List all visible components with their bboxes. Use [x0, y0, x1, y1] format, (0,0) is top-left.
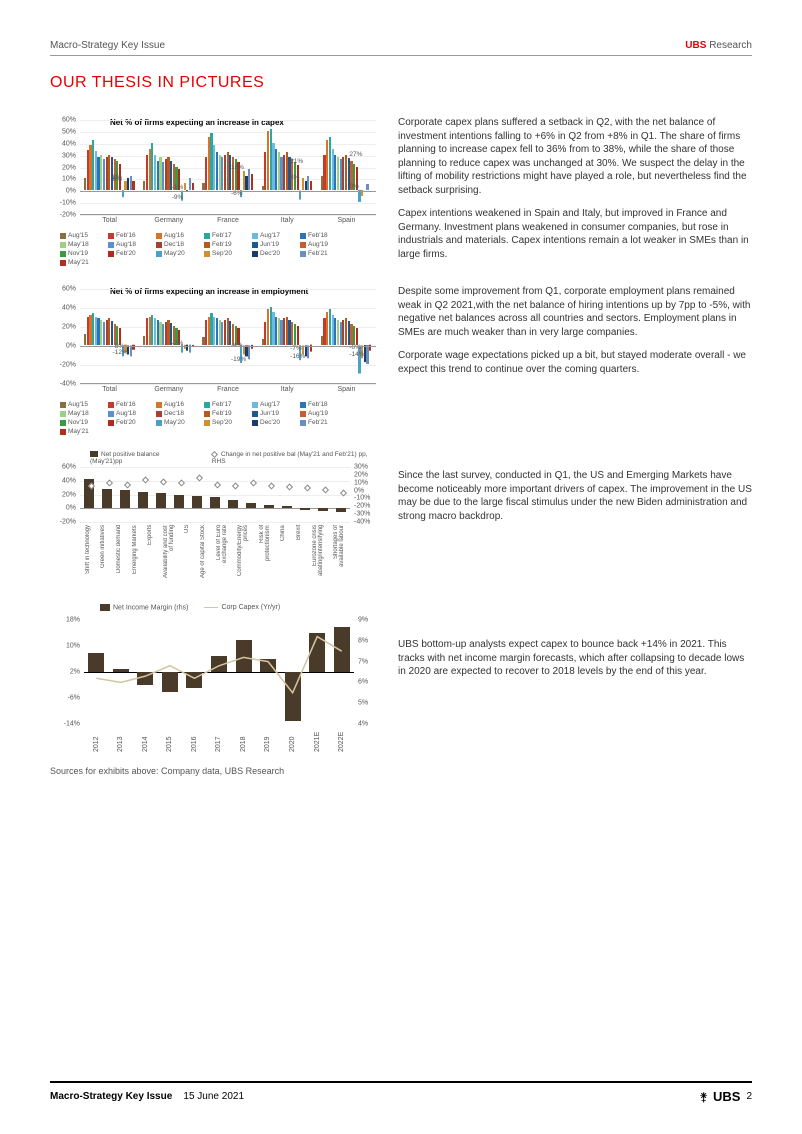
chart1-yaxis: -20%-10%0%10%20%30%40%50%60% [50, 120, 78, 215]
chart3-legend-bar: Net positive balance (May'21)pp [90, 451, 160, 465]
text-block-4: UBS bottom-up analysts expect capex to b… [398, 598, 752, 752]
chart-employment: Net % of firms expecting an increase in … [50, 285, 380, 435]
text1-p1: Corporate capex plans suffered a setback… [398, 116, 752, 197]
row-2: Net % of firms expecting an increase in … [50, 285, 752, 435]
text2-p2: Corporate wage expectations picked up a … [398, 349, 752, 376]
chart1-plot: TotalGermanyFranceItalySpain8%6%-1%-9%16… [80, 120, 376, 215]
text4-p1: UBS bottom-up analysts expect capex to b… [398, 638, 752, 679]
footer-date: 15 June 2021 [183, 1091, 244, 1102]
text1-p2: Capex intentions weakened in Spain and I… [398, 207, 752, 261]
chart-capex: Net % of firms expecting an increase in … [50, 116, 380, 266]
row-4: Net Income Margin (rhs) Corp Capex (Yr/y… [50, 598, 752, 752]
chart4-xlabels: 2012201320142015201620172018201920202021… [84, 728, 354, 752]
chart3-bar-swatch [90, 451, 98, 457]
chart2-yaxis: -40%-20%0%20%40%60% [50, 289, 78, 384]
chart4-bar-swatch [100, 604, 110, 611]
header-right: UBS Research [685, 40, 752, 51]
row-3: Net positive balance (May'21)pp Change i… [50, 449, 752, 584]
chart4-legend-line: Corp Capex (Yr/yr) [221, 604, 280, 611]
chart4-legend-bar: Net Income Margin (rhs) [113, 604, 188, 611]
header-brand: UBS [685, 40, 706, 51]
page-header: Macro-Strategy Key Issue UBS Research [50, 40, 752, 56]
chart-annual: Net Income Margin (rhs) Corp Capex (Yr/y… [50, 602, 380, 752]
chart4-line-swatch [204, 607, 218, 608]
chart3-plot [80, 467, 350, 522]
text3-p1: Since the last survey, conducted in Q1, … [398, 469, 752, 523]
footer-right: ⚵ UBS 2 [699, 1089, 752, 1104]
text-block-1: Corporate capex plans suffered a setback… [398, 116, 752, 271]
page-title: OUR THESIS IN PICTURES [50, 74, 752, 92]
footer-brand: UBS [713, 1089, 740, 1104]
chart4-yaxis-right: 9%8%7%6%5%4% [356, 620, 380, 724]
footer-left: Macro-Strategy Key Issue 15 June 2021 [50, 1091, 244, 1102]
chart3-yaxis-right: 30%20%10%0%-10%-20%-30%-40% [352, 467, 380, 522]
text2-p1: Despite some improvement from Q1, corpor… [398, 285, 752, 339]
sources-text: Sources for exhibits above: Company data… [50, 766, 752, 776]
chart3-legend-diamond: Change in net positive bal (May'21 and F… [212, 451, 368, 465]
chart4-yaxis-left: 18%10%2%-6%-14% [50, 620, 82, 724]
chart2-plot: TotalGermanyFranceItalySpain-5%-12%-2%-4… [80, 289, 376, 384]
row-1: Net % of firms expecting an increase in … [50, 116, 752, 271]
chart4-plot [84, 620, 354, 724]
chart-drivers: Net positive balance (May'21)pp Change i… [50, 449, 380, 584]
ubs-keys-icon: ⚵ [699, 1090, 707, 1104]
chart4-legend: Net Income Margin (rhs) Corp Capex (Yr/y… [100, 604, 280, 611]
chart3-legend: Net positive balance (May'21)pp Change i… [90, 451, 380, 465]
header-left: Macro-Strategy Key Issue [50, 40, 165, 51]
chart3-yaxis-left: -20%0%20%40%60% [50, 467, 78, 522]
chart2-legend: Aug'15Feb'16Aug'16Feb'17Aug'17Feb'18May'… [54, 401, 376, 435]
footer-page: 2 [746, 1091, 752, 1102]
page-footer: Macro-Strategy Key Issue 15 June 2021 ⚵ … [50, 1081, 752, 1104]
text-block-3: Since the last survey, conducted in Q1, … [398, 449, 752, 584]
chart3-xlabels: Shift in technologyGreen initiativesDome… [80, 525, 350, 580]
header-suffix: Research [706, 40, 752, 51]
chart3-diamond-swatch [211, 451, 218, 458]
chart1-legend: Aug'15Feb'16Aug'16Feb'17Aug'17Feb'18May'… [54, 232, 376, 266]
footer-title: Macro-Strategy Key Issue [50, 1091, 172, 1102]
text-block-2: Despite some improvement from Q1, corpor… [398, 285, 752, 435]
